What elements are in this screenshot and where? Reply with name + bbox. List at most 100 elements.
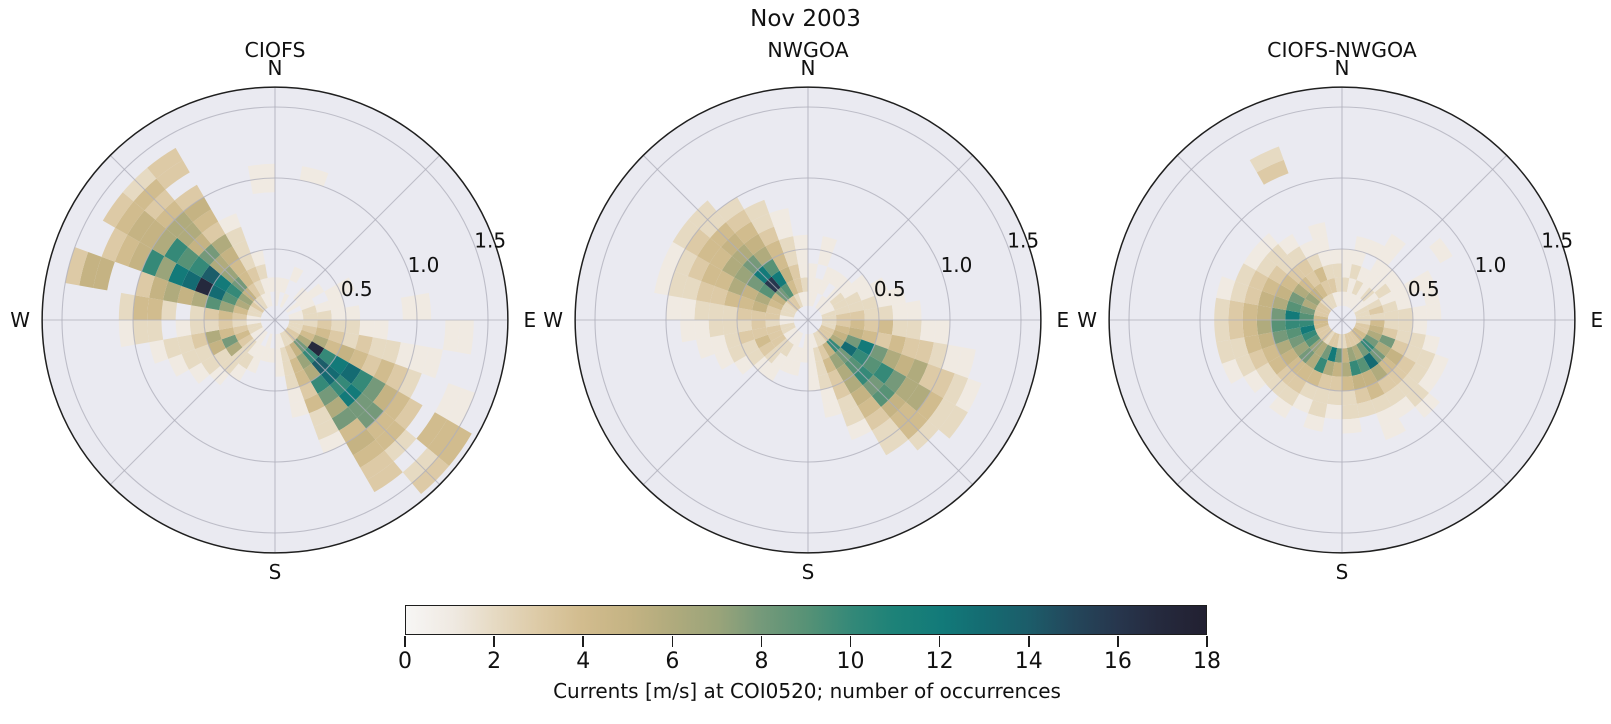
direction-label-east: E (524, 308, 537, 332)
histogram-cell (1280, 348, 1299, 366)
histogram-cell (786, 279, 799, 296)
polar-spine (1108, 86, 1576, 554)
histogram-cell (65, 247, 89, 286)
histogram-cell (234, 298, 251, 311)
histogram-cell (1322, 264, 1335, 280)
histogram-cell (288, 315, 304, 320)
histogram-cell (141, 249, 165, 277)
histogram-cell (238, 352, 254, 370)
histogram-cell (694, 320, 711, 340)
histogram-cell (329, 355, 349, 375)
histogram-cell (1280, 274, 1299, 292)
histogram-cell (1258, 290, 1276, 308)
histogram-cell (752, 300, 768, 313)
histogram-cell (834, 305, 850, 316)
histogram-cell (1346, 278, 1357, 294)
histogram-cell (1369, 312, 1385, 320)
histogram-cell (1301, 298, 1318, 311)
histogram-cell (754, 291, 772, 306)
histogram-cell (766, 324, 782, 335)
histogram-cell (829, 292, 845, 306)
histogram-cell (250, 250, 266, 267)
direction-label-west: W (1077, 308, 1097, 332)
histogram-cell (177, 286, 195, 306)
histogram-cell (734, 221, 759, 244)
histogram-cell (1305, 292, 1321, 306)
histogram-cell (836, 363, 854, 382)
histogram-cell (225, 283, 243, 299)
histogram-cell (267, 277, 275, 293)
histogram-cell (758, 283, 776, 299)
histogram-cell (1334, 277, 1342, 293)
histogram-cell (1315, 305, 1330, 316)
histogram-cell (1244, 286, 1262, 306)
histogram-cell (837, 393, 858, 414)
histogram-cell (177, 334, 195, 354)
histogram-cell (881, 349, 902, 370)
histogram-cell (346, 428, 376, 456)
histogram-cell (1271, 307, 1287, 320)
histogram-cell (793, 346, 804, 362)
histogram-cell (311, 334, 329, 349)
histogram-cell (1230, 281, 1249, 303)
histogram-cell (149, 276, 169, 301)
histogram-cell (284, 344, 297, 361)
histogram-cell (694, 300, 711, 320)
histogram-cell (1403, 277, 1423, 296)
histogram-cell (716, 197, 745, 223)
histogram-cell (798, 263, 808, 279)
histogram-cell (1334, 347, 1342, 363)
histogram-cell (355, 334, 373, 354)
histogram-cell (714, 349, 735, 370)
radial-tick-label: 1.5 (474, 229, 506, 253)
histogram-cell (442, 320, 460, 353)
histogram-cell (163, 281, 182, 303)
histogram-cell (1228, 300, 1245, 320)
radial-tick-label: 1.5 (1007, 229, 1039, 253)
histogram-cell (289, 400, 309, 418)
histogram-cell (211, 233, 233, 255)
histogram-cell (310, 374, 330, 394)
histogram-cell (1368, 324, 1384, 335)
histogram-cell (1346, 346, 1357, 362)
histogram-cell (815, 330, 827, 345)
histogram-cell (933, 320, 950, 345)
histogram-cell (817, 250, 833, 267)
histogram-cell (1268, 396, 1293, 419)
histogram-cell (1346, 293, 1357, 308)
histogram-cell (1312, 236, 1330, 254)
histogram-cell (1356, 283, 1370, 299)
histogram-cell (1351, 344, 1364, 361)
histogram-cell (738, 295, 755, 311)
histogram-cell (246, 266, 261, 284)
histogram-cell (279, 332, 290, 347)
histogram-cell (285, 301, 300, 313)
histogram-cell (884, 369, 907, 394)
histogram-cell (194, 277, 214, 296)
histogram-cell (246, 356, 261, 374)
histogram-cell (722, 320, 739, 335)
histogram-cell (1378, 334, 1396, 349)
histogram-cell (275, 333, 280, 349)
histogram-cell (1320, 344, 1333, 361)
histogram-cell (1395, 295, 1412, 311)
histogram-cell (1301, 329, 1318, 342)
histogram-cell (1286, 300, 1302, 313)
histogram-cell (247, 341, 261, 357)
histogram-cell (1300, 324, 1316, 335)
histogram-cell (1391, 284, 1409, 301)
histogram-cell (181, 349, 202, 370)
histogram-cell (299, 381, 318, 401)
histogram-cell (296, 352, 312, 370)
direction-label-north: N (268, 56, 283, 80)
histogram-cell (1378, 291, 1396, 306)
histogram-cell (189, 320, 206, 335)
histogram-cell (1391, 339, 1409, 356)
colorbar-tick (938, 636, 941, 647)
histogram-cell (191, 290, 209, 308)
histogram-cell (812, 332, 823, 347)
histogram-cell (788, 360, 801, 376)
histogram-cell (862, 355, 882, 375)
histogram-cell (767, 298, 784, 311)
histogram-cell (205, 329, 222, 345)
